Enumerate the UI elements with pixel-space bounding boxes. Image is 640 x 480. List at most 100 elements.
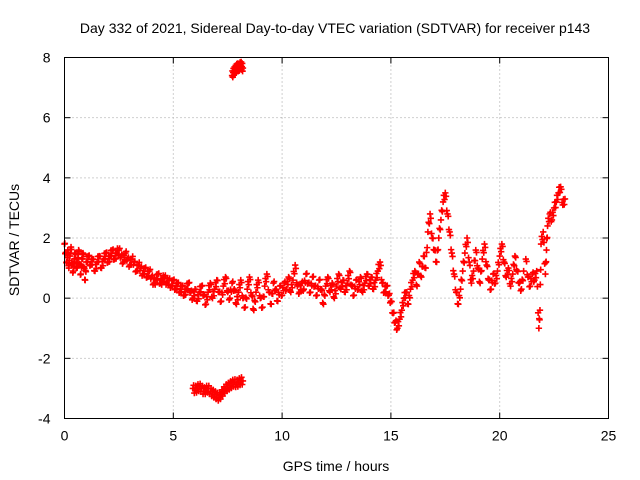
y-tick-label: 2 [43, 230, 51, 246]
data-point [217, 297, 225, 305]
data-point [270, 278, 278, 285]
data-point [136, 259, 143, 266]
data-point [497, 248, 505, 255]
data-point [241, 303, 249, 311]
data-point [320, 300, 327, 308]
data-point [146, 266, 154, 273]
data-point [493, 275, 500, 282]
data-point [129, 253, 136, 260]
data-point [463, 243, 470, 250]
data-point [343, 286, 350, 293]
data-point [544, 234, 551, 241]
data-point [106, 258, 113, 265]
data-point [480, 249, 487, 256]
data-point [244, 285, 251, 293]
data-point [344, 279, 351, 287]
data-point [300, 285, 308, 293]
data-point [540, 239, 548, 246]
data-point [533, 267, 540, 275]
data-point [367, 280, 374, 287]
data-point [464, 239, 471, 246]
data-point [379, 279, 387, 286]
data-point [77, 270, 85, 278]
data-point [278, 291, 286, 299]
data-point [423, 244, 431, 251]
data-point [75, 248, 83, 255]
data-point [85, 252, 93, 259]
data-point [310, 273, 317, 280]
data-point [109, 246, 117, 253]
data-point [331, 294, 338, 302]
data-point [377, 262, 384, 269]
data-point [355, 285, 362, 293]
data-point [476, 279, 484, 287]
data-point [318, 287, 326, 294]
data-point [214, 277, 221, 284]
data-point [395, 322, 403, 330]
data-point [179, 282, 186, 289]
data-point [388, 298, 395, 305]
data-point [449, 253, 456, 260]
data-point [223, 275, 230, 282]
data-point [234, 296, 242, 303]
data-point [289, 276, 297, 284]
data-point [554, 196, 561, 203]
data-point [192, 286, 199, 293]
data-point [514, 268, 522, 275]
data-point [511, 262, 518, 269]
x-tick-label: 15 [383, 428, 399, 444]
data-point [364, 271, 371, 278]
x-tick-label: 0 [61, 428, 69, 444]
data-point [122, 248, 130, 255]
data-point [101, 255, 109, 262]
data-point [505, 267, 513, 274]
data-point [197, 288, 205, 295]
data-point [418, 273, 425, 281]
data-point [542, 270, 549, 278]
data-point [347, 269, 354, 276]
data-point [509, 270, 516, 278]
data-point [543, 246, 550, 254]
data-point [233, 300, 240, 308]
data-point [184, 285, 192, 292]
data-point [461, 249, 469, 257]
data-point [455, 300, 462, 308]
y-tick-label: 6 [43, 110, 51, 126]
data-point [558, 186, 565, 193]
data-point [552, 204, 559, 211]
data-point [155, 270, 162, 277]
data-point [532, 274, 540, 281]
data-point [231, 287, 239, 294]
data-point [561, 195, 569, 203]
data-point [421, 253, 428, 260]
data-point [536, 316, 543, 324]
data-point [199, 282, 206, 289]
data-point [439, 208, 446, 215]
data-point [471, 257, 479, 264]
data-point [473, 249, 480, 256]
data-point [108, 252, 115, 259]
data-point [537, 266, 544, 273]
axis-ticks: 0 5 10 15 20 25 -4 -2 0 2 4 6 8 [38, 50, 616, 444]
data-point [210, 292, 218, 299]
data-point [519, 277, 527, 284]
data-point [289, 284, 296, 291]
data-point [141, 270, 148, 277]
data-point [252, 288, 260, 296]
data-point [447, 232, 454, 239]
data-point [456, 294, 464, 301]
data-point [537, 281, 544, 288]
data-point [249, 293, 256, 300]
y-tick-label: 8 [43, 50, 51, 66]
data-point [264, 273, 271, 280]
data-point [238, 279, 245, 286]
data-point [142, 264, 149, 271]
data-point [386, 290, 393, 297]
data-point [260, 293, 268, 300]
data-point [406, 294, 413, 301]
data-point [178, 288, 185, 295]
data-point [371, 283, 379, 290]
data-point [286, 275, 293, 282]
data-point [445, 213, 452, 220]
data-point [468, 279, 475, 287]
